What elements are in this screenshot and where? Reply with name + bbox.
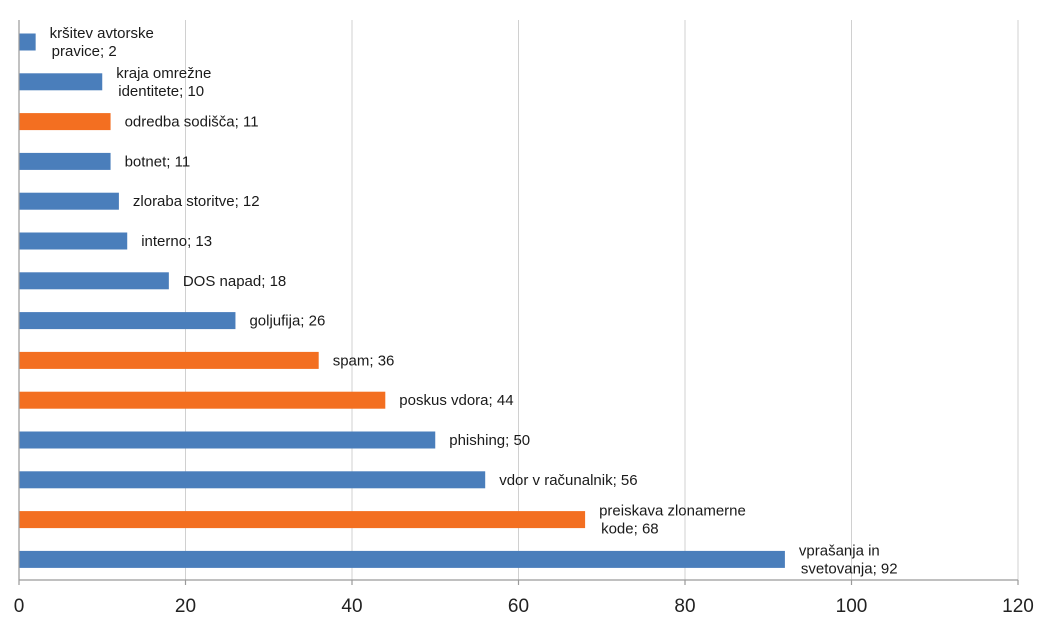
gridlines bbox=[185, 20, 1019, 580]
data-label-12: preiskava zlonamerne kode; 68 bbox=[599, 503, 746, 538]
data-label-line: vdor v računalnik; 56 bbox=[499, 472, 637, 489]
data-label-line: odredba sodišča; 11 bbox=[125, 114, 259, 131]
x-tick-label: 20 bbox=[175, 596, 196, 617]
data-label-0: kršitev avtorske pravice; 2 bbox=[50, 25, 154, 60]
data-label-line: phishing; 50 bbox=[449, 432, 530, 449]
bar-7 bbox=[19, 312, 236, 330]
data-label-11: vdor v računalnik; 56 bbox=[499, 472, 637, 489]
x-tick-label: 60 bbox=[508, 596, 529, 617]
data-label-4: zloraba storitve; 12 bbox=[133, 193, 260, 210]
bar-5 bbox=[19, 232, 128, 250]
data-label-8: spam; 36 bbox=[333, 352, 395, 369]
bar-0 bbox=[19, 33, 36, 51]
bar-4 bbox=[19, 192, 119, 210]
data-label-10: phishing; 50 bbox=[449, 432, 530, 449]
data-label-line: botnet; 11 bbox=[125, 153, 191, 170]
x-tick-label: 80 bbox=[674, 596, 695, 617]
data-label-line: zloraba storitve; 12 bbox=[133, 193, 260, 210]
bar-3 bbox=[19, 152, 111, 170]
bar-10 bbox=[19, 431, 436, 449]
bar-9 bbox=[19, 391, 386, 409]
bars bbox=[19, 33, 785, 568]
bar-11 bbox=[19, 471, 486, 489]
x-tick-label: 40 bbox=[341, 596, 362, 617]
data-label-line: goljufija; 26 bbox=[249, 313, 325, 330]
data-label-line: poskus vdora; 44 bbox=[399, 392, 513, 409]
bar-2 bbox=[19, 113, 111, 131]
data-label-3: botnet; 11 bbox=[125, 153, 191, 170]
data-label-line: kršitev avtorske bbox=[50, 25, 154, 42]
data-label-line: pravice; 2 bbox=[52, 43, 117, 60]
data-label-line: spam; 36 bbox=[333, 352, 395, 369]
data-label-line: svetovanja; 92 bbox=[801, 560, 898, 577]
bar-13 bbox=[19, 550, 785, 568]
data-label-2: odredba sodišča; 11 bbox=[125, 114, 259, 131]
data-label-7: goljufija; 26 bbox=[249, 313, 325, 330]
data-label-line: identitete; 10 bbox=[118, 83, 204, 100]
x-axis: 0 20 40 60 80 100 120 bbox=[14, 20, 1034, 617]
data-label-line: vprašanja in bbox=[799, 542, 880, 559]
data-label-1: kraja omrežne identitete; 10 bbox=[116, 65, 211, 100]
x-tick-label: 0 bbox=[14, 596, 25, 617]
x-tick-label: 120 bbox=[1002, 596, 1034, 617]
data-label-9: poskus vdora; 44 bbox=[399, 392, 513, 409]
data-label-line: interno; 13 bbox=[141, 233, 212, 250]
data-label-13: vprašanja in svetovanja; 92 bbox=[799, 542, 898, 577]
bar-8 bbox=[19, 351, 319, 369]
data-label-line: preiskava zlonamerne bbox=[599, 503, 746, 520]
bar-1 bbox=[19, 73, 103, 91]
data-label-line: kode; 68 bbox=[601, 521, 659, 538]
data-label-line: kraja omrežne bbox=[116, 65, 211, 82]
data-label-line: DOS napad; 18 bbox=[183, 273, 286, 290]
bar-6 bbox=[19, 272, 169, 290]
data-label-5: interno; 13 bbox=[141, 233, 212, 250]
data-label-6: DOS napad; 18 bbox=[183, 273, 286, 290]
bar-12 bbox=[19, 511, 586, 529]
x-tick-label: 100 bbox=[836, 596, 868, 617]
